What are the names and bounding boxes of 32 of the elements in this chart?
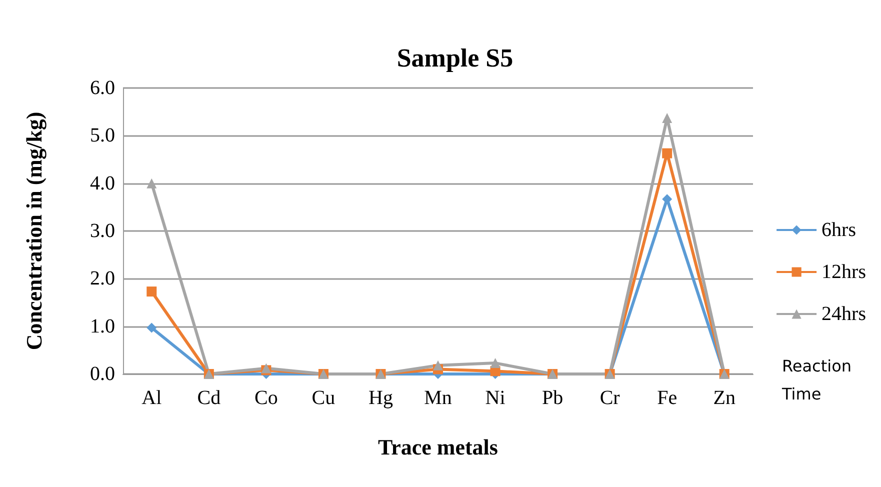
x-tick-label: Mn: [424, 387, 452, 409]
x-tick-label: Cu: [312, 387, 336, 409]
x-tick-label: Co: [254, 387, 278, 409]
legend-title: Reaction Time: [781, 356, 852, 404]
x-tick-label: Cd: [197, 387, 221, 409]
y-tick-label: 6.0: [90, 77, 115, 99]
point: [433, 360, 443, 370]
y-tick-label: 5.0: [90, 124, 115, 147]
x-tick-label: Zn: [713, 387, 736, 409]
y-tick-label: 1.0: [90, 315, 115, 338]
point: [146, 286, 157, 297]
point: [146, 322, 157, 333]
y-tick-label: 0.0: [90, 363, 115, 385]
point: [490, 358, 500, 368]
x-tick-label: Ni: [485, 387, 506, 409]
legend-label: 12hrs: [822, 261, 866, 283]
x-tick-label: Hg: [368, 387, 393, 409]
y-axis-title: Concentration in (mg/kg): [22, 112, 46, 350]
y-tick-label: 4.0: [90, 172, 115, 194]
x-tick-label: Fe: [657, 387, 678, 409]
point: [146, 178, 157, 188]
legend-label: 6hrs: [822, 219, 856, 241]
point: [662, 113, 672, 124]
x-tick-label: Cr: [600, 387, 620, 409]
point: [662, 148, 672, 158]
y-tick-label: 2.0: [90, 268, 115, 290]
legend-label: 24hrs: [822, 303, 866, 325]
chart-title: Sample S5: [396, 44, 514, 72]
x-tick-label: Pb: [542, 387, 564, 409]
x-axis-title: Trace metals: [378, 434, 498, 460]
y-tick-label: 3.0: [90, 220, 115, 242]
x-tick-label: Al: [142, 387, 162, 409]
